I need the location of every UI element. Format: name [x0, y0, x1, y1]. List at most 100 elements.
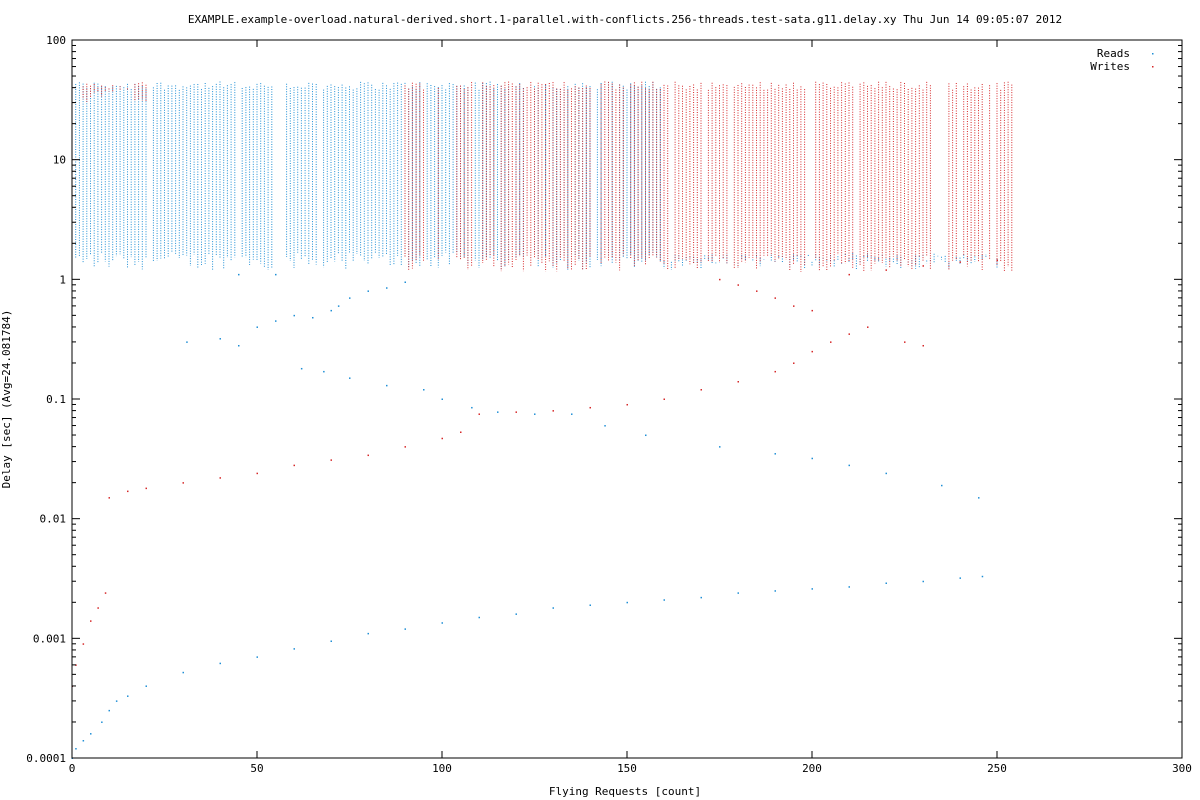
data-point [793, 305, 795, 307]
data-point [323, 370, 325, 373]
data-point [941, 484, 943, 487]
data-point [811, 309, 813, 312]
data-point [97, 607, 99, 609]
y-tick-label: 0.1 [46, 393, 66, 406]
data-point [441, 398, 443, 400]
series-writes [71, 81, 1013, 687]
legend-label: Reads [1097, 47, 1130, 60]
data-point [515, 411, 517, 413]
data-point [330, 640, 332, 642]
data-point [534, 413, 536, 415]
y-axis-label: Delay [sec] (Avg=24.081784) [0, 310, 13, 489]
data-point [885, 269, 887, 271]
data-point [922, 265, 924, 267]
data-point [101, 721, 103, 723]
y-tick-label: 1 [59, 273, 66, 286]
data-point [774, 370, 776, 373]
legend-label: Writes [1090, 60, 1130, 73]
series-band [404, 81, 1013, 273]
x-axis-label: Flying Requests [count] [549, 785, 701, 798]
data-point [793, 362, 795, 364]
data-point [811, 350, 813, 353]
data-point [75, 748, 77, 750]
data-point [386, 287, 388, 289]
data-point [238, 273, 240, 276]
data-point [719, 278, 721, 281]
data-point [848, 586, 850, 588]
data-point [330, 459, 332, 461]
data-point [756, 290, 758, 292]
data-point [219, 662, 221, 665]
legend-marker [1152, 53, 1154, 55]
data-point [959, 577, 961, 579]
data-point [219, 477, 221, 479]
series-band [71, 81, 661, 270]
data-point [115, 700, 118, 702]
data-point [774, 297, 776, 299]
data-point [981, 575, 984, 578]
data-point [552, 410, 554, 412]
data-point [626, 601, 628, 604]
data-point [996, 259, 998, 262]
data-point [404, 446, 406, 448]
data-point [108, 497, 110, 499]
data-point [312, 316, 314, 319]
data-point [293, 314, 295, 317]
data-point [293, 464, 295, 467]
data-point [830, 341, 832, 343]
data-point [471, 406, 473, 409]
data-point [774, 453, 776, 455]
data-point [441, 622, 443, 624]
data-point [90, 620, 92, 622]
data-point [82, 643, 85, 645]
data-point [182, 482, 184, 484]
data-point [349, 297, 351, 299]
data-point [552, 607, 554, 609]
data-point [589, 406, 591, 409]
legend-marker [1152, 66, 1154, 68]
data-point [478, 413, 480, 415]
data-point [867, 326, 869, 328]
data-point [460, 431, 462, 433]
data-point [885, 472, 887, 475]
data-point [256, 326, 258, 328]
data-point [104, 592, 107, 594]
data-point [300, 367, 303, 370]
data-point [275, 273, 277, 276]
data-point [219, 338, 221, 340]
data-point [885, 582, 887, 584]
data-point [82, 740, 85, 742]
data-point [367, 454, 369, 457]
data-point [330, 309, 332, 312]
y-tick-label: 0.0001 [26, 752, 66, 765]
x-tick-label: 200 [802, 762, 822, 775]
data-point [737, 381, 739, 383]
x-tick-label: 0 [69, 762, 76, 775]
data-point [959, 261, 961, 263]
data-point [404, 628, 406, 630]
data-point [719, 446, 721, 448]
data-point [349, 377, 351, 379]
x-tick-label: 50 [250, 762, 263, 775]
y-tick-label: 100 [46, 34, 66, 47]
data-point [478, 616, 480, 619]
data-point [182, 671, 184, 674]
data-point [663, 398, 665, 400]
data-point [848, 273, 850, 276]
data-point [848, 333, 850, 335]
x-tick-label: 150 [617, 762, 637, 775]
data-point [700, 389, 702, 391]
data-point [737, 592, 739, 594]
data-point [256, 656, 258, 658]
data-point [645, 434, 647, 437]
x-tick-label: 300 [1172, 762, 1192, 775]
data-point [497, 411, 499, 413]
data-point [423, 389, 425, 391]
data-point [127, 695, 129, 697]
data-point [571, 413, 573, 415]
chart-title: EXAMPLE.example-overload.natural-derived… [188, 13, 1062, 26]
data-point [238, 344, 240, 347]
